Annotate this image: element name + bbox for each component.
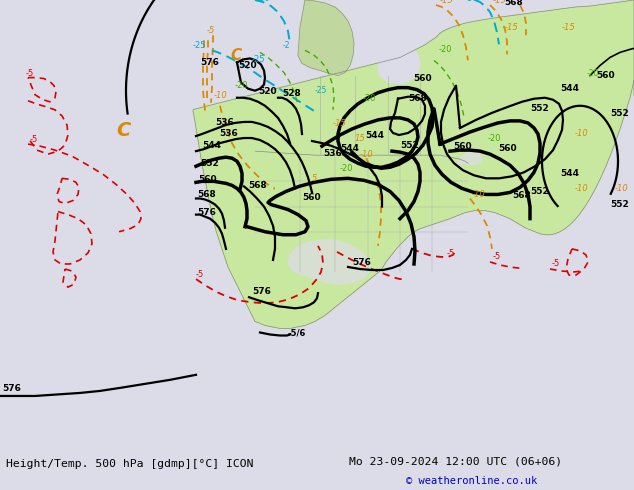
Text: 568: 568 xyxy=(197,191,216,199)
Text: 576: 576 xyxy=(2,384,21,393)
Text: 560: 560 xyxy=(498,144,517,153)
Text: -10: -10 xyxy=(360,150,374,159)
Polygon shape xyxy=(457,151,482,165)
Text: -15: -15 xyxy=(493,0,507,5)
Text: -25: -25 xyxy=(193,41,207,50)
Text: -5: -5 xyxy=(26,69,34,77)
Text: 544: 544 xyxy=(560,170,579,178)
Text: -5: -5 xyxy=(30,135,38,144)
Text: 576: 576 xyxy=(352,258,371,267)
Text: 576: 576 xyxy=(197,208,216,217)
Text: 560: 560 xyxy=(453,142,472,151)
Text: -20: -20 xyxy=(363,94,377,103)
Text: -5/6: -5/6 xyxy=(287,328,306,338)
Text: 544: 544 xyxy=(365,131,384,140)
Text: -20: -20 xyxy=(587,69,599,77)
Text: -10: -10 xyxy=(575,129,589,138)
Text: -30: -30 xyxy=(257,0,271,3)
Text: 560: 560 xyxy=(198,175,217,184)
Text: -20: -20 xyxy=(235,81,249,90)
Text: -5: -5 xyxy=(493,252,501,261)
Polygon shape xyxy=(298,0,354,75)
Text: 552: 552 xyxy=(400,141,418,150)
Text: -5: -5 xyxy=(552,259,560,268)
Text: 576: 576 xyxy=(200,58,219,68)
Text: 568: 568 xyxy=(504,0,523,7)
Text: 552: 552 xyxy=(610,109,629,118)
Text: 552: 552 xyxy=(200,159,219,168)
Text: Height/Temp. 500 hPa [gdmp][°C] ICON: Height/Temp. 500 hPa [gdmp][°C] ICON xyxy=(6,459,254,469)
Text: 15: 15 xyxy=(355,134,366,143)
Text: 520: 520 xyxy=(238,61,257,70)
Text: 544: 544 xyxy=(560,84,579,93)
Text: 536: 536 xyxy=(323,149,342,158)
Text: C: C xyxy=(230,49,242,63)
Text: -25: -25 xyxy=(252,55,266,65)
Text: -10: -10 xyxy=(615,184,629,194)
Text: 552: 552 xyxy=(530,188,549,196)
Text: Mo 23-09-2024 12:00 UTC (06+06): Mo 23-09-2024 12:00 UTC (06+06) xyxy=(349,457,562,466)
Text: -20: -20 xyxy=(488,134,501,143)
Text: -15: -15 xyxy=(562,23,576,32)
Text: 568: 568 xyxy=(408,94,427,103)
Text: 544: 544 xyxy=(340,144,359,153)
Text: 552: 552 xyxy=(530,104,549,113)
Text: 560: 560 xyxy=(302,194,321,202)
Text: 568: 568 xyxy=(248,181,267,191)
Text: -10: -10 xyxy=(214,91,228,100)
Text: -15: -15 xyxy=(333,119,347,128)
Text: C: C xyxy=(116,121,130,140)
Text: 560: 560 xyxy=(413,74,432,83)
Text: 520: 520 xyxy=(259,87,277,96)
Text: 536: 536 xyxy=(219,129,238,138)
Text: -15: -15 xyxy=(505,23,519,32)
Text: 576: 576 xyxy=(252,287,271,296)
Text: 5: 5 xyxy=(312,174,318,183)
Text: -10: -10 xyxy=(472,191,486,199)
Text: -20: -20 xyxy=(340,164,354,173)
Text: -2: -2 xyxy=(283,41,290,50)
Text: © weatheronline.co.uk: © weatheronline.co.uk xyxy=(406,476,537,486)
Text: -15: -15 xyxy=(440,0,454,5)
Text: -10: -10 xyxy=(575,184,589,194)
Text: -5: -5 xyxy=(207,26,216,35)
Polygon shape xyxy=(193,0,634,328)
Text: -25: -25 xyxy=(315,86,327,95)
Text: 544: 544 xyxy=(202,141,221,150)
Polygon shape xyxy=(378,43,420,84)
Polygon shape xyxy=(288,240,370,284)
Text: 560: 560 xyxy=(596,71,614,79)
Text: -30: -30 xyxy=(465,0,479,3)
Text: 536: 536 xyxy=(215,118,234,127)
Text: 528: 528 xyxy=(283,89,301,98)
Text: 568: 568 xyxy=(512,192,531,200)
Text: -5: -5 xyxy=(196,270,204,279)
Text: -20: -20 xyxy=(439,46,453,54)
Text: 552: 552 xyxy=(610,199,629,209)
Text: -5: -5 xyxy=(447,249,455,258)
